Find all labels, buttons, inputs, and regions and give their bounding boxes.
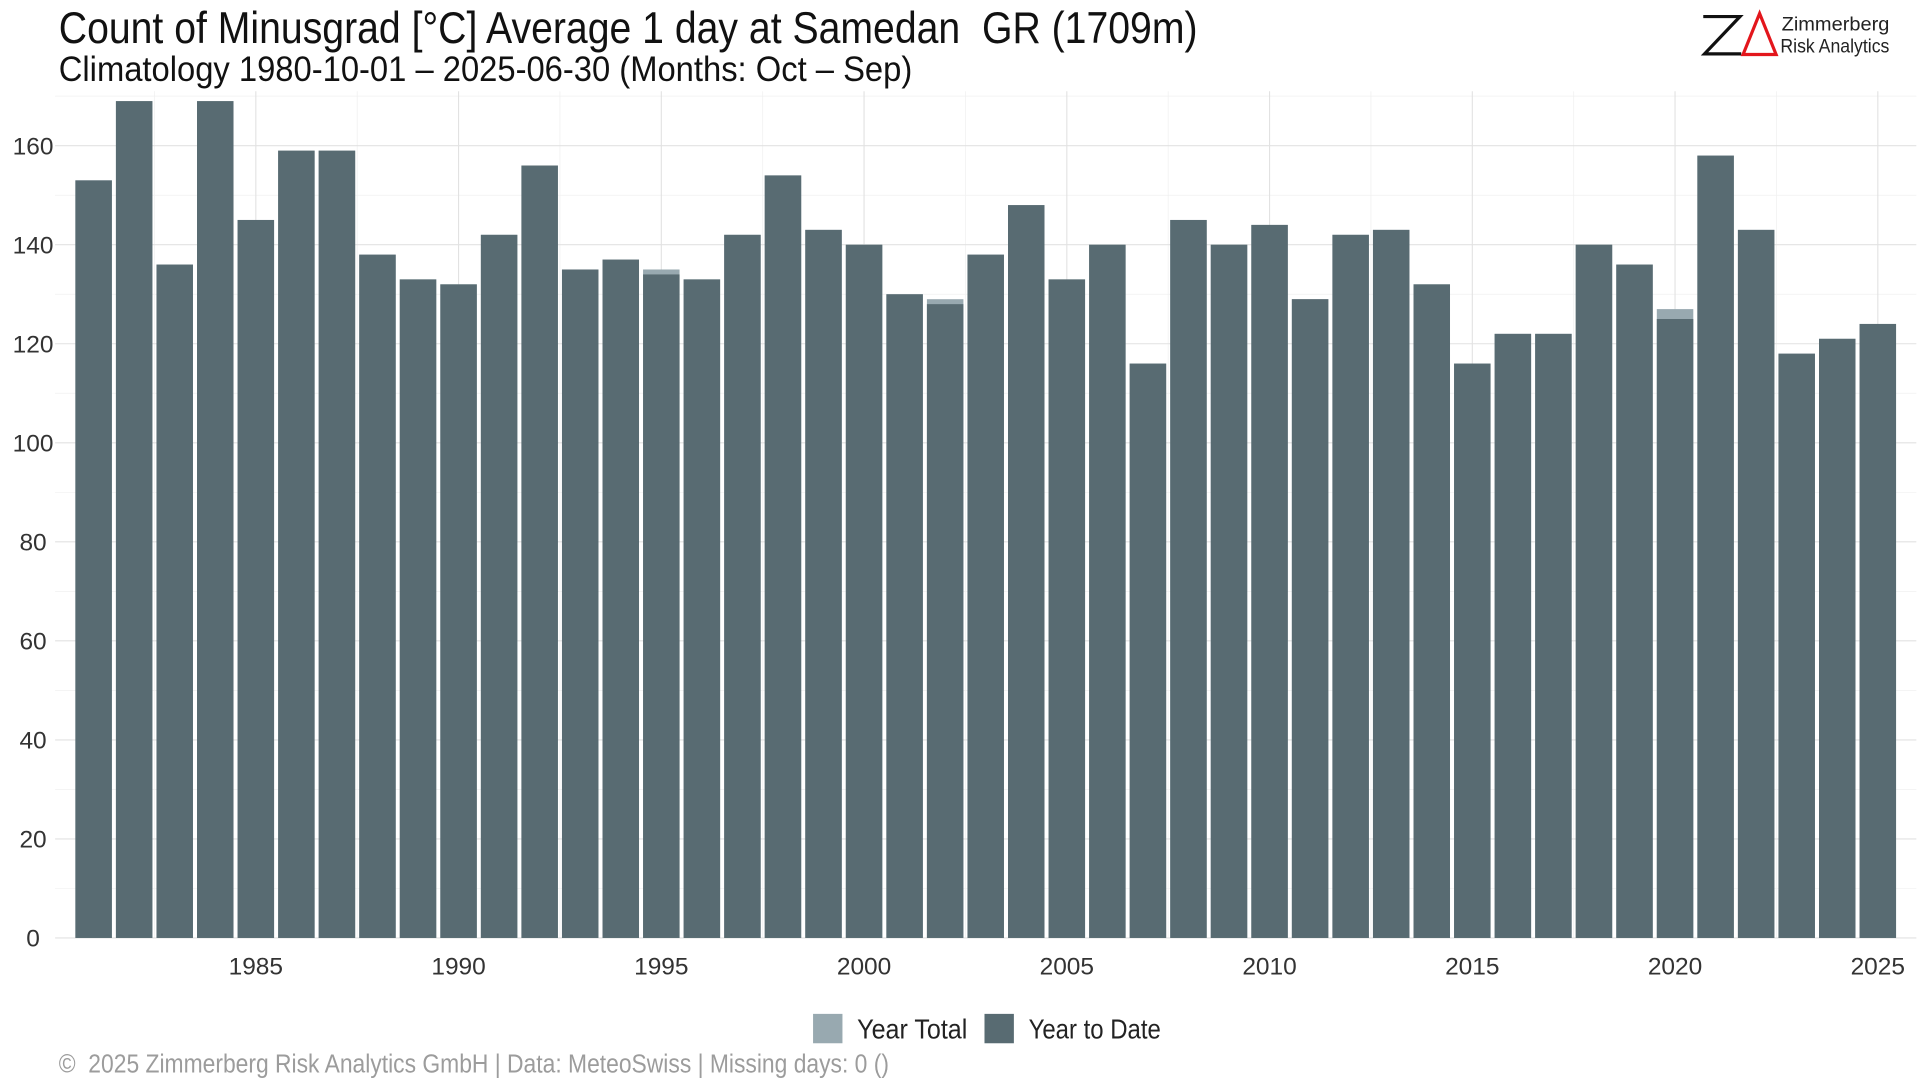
x-tick-label: 1990 — [431, 954, 485, 981]
chart-subtitle: Climatology 1980-10-01 – 2025-06-30 (Mon… — [59, 49, 912, 89]
bar-year-to-date-2015 — [1454, 363, 1491, 938]
bar-year-to-date-1993 — [561, 269, 599, 938]
logo-icon — [1700, 9, 1779, 57]
bar-year-to-date-2025 — [1859, 323, 1897, 938]
legend-label-year-total: Year Total — [857, 1013, 967, 1044]
bar-year-to-date-1995 — [643, 274, 680, 938]
logo-name-line1: Zimmerberg — [1782, 14, 1890, 36]
bar-year-to-date-2007 — [1129, 363, 1167, 938]
bar-year-to-date-2010 — [1251, 224, 1288, 938]
bar-year-to-date-2008 — [1170, 219, 1207, 938]
bar-year-to-date-1992 — [521, 165, 558, 938]
legend-item-year-to-date: Year to Date — [984, 1013, 1161, 1044]
bar-year-to-date-2002 — [926, 304, 964, 938]
bar-series-year-to-date — [75, 101, 1897, 938]
bar-year-to-date-2024 — [1819, 338, 1856, 938]
chart-header: Count of Minusgrad [°C] Average 1 day at… — [59, 4, 1198, 89]
bar-year-to-date-2001 — [886, 294, 923, 938]
y-tick-label: 160 — [13, 133, 54, 160]
y-tick-label: 0 — [26, 926, 40, 953]
bar-year-to-date-2016 — [1494, 333, 1532, 938]
bar-year-to-date-2014 — [1413, 284, 1451, 938]
bar-year-to-date-1999 — [805, 229, 842, 938]
bar-year-to-date-1988 — [359, 254, 396, 938]
logo-delta-triangle — [1740, 9, 1779, 57]
x-tick-label: 2005 — [1040, 954, 1094, 981]
x-tick-label: 2010 — [1242, 954, 1296, 981]
bar-year-to-date-1989 — [399, 279, 437, 938]
bar-year-to-date-2018 — [1575, 244, 1613, 938]
legend-swatch-year-total — [813, 1013, 843, 1044]
bars — [75, 101, 1897, 938]
bar-year-to-date-1985 — [237, 219, 275, 938]
footer-credit: © 2025 Zimmerberg Risk Analytics GmbH | … — [59, 1051, 889, 1079]
bar-year-to-date-2004 — [1008, 205, 1045, 938]
legend-swatch-year-to-date — [984, 1013, 1014, 1044]
bar-year-to-date-2019 — [1616, 264, 1653, 938]
bar-year-to-date-1982 — [115, 101, 153, 938]
bar-year-to-date-2020 — [1656, 319, 1694, 938]
bar-year-to-date-2011 — [1291, 299, 1329, 938]
y-tick-label: 40 — [19, 727, 46, 754]
x-axis-tick-labels: 1985 1990 1995 2000 2005 2010 2015 2020 2025 — [229, 954, 1905, 981]
y-tick-label: 60 — [19, 628, 46, 655]
bar-year-to-date-2000 — [845, 244, 883, 938]
bar-year-to-date-2022 — [1737, 229, 1775, 938]
y-tick-label: 140 — [13, 232, 54, 259]
y-tick-label: 80 — [19, 529, 46, 556]
bar-year-to-date-1990 — [440, 284, 477, 938]
y-tick-label: 20 — [19, 826, 46, 853]
logo-name-line2: Risk Analytics — [1780, 36, 1889, 58]
logo-letter-z — [1700, 14, 1744, 56]
bar-year-to-date-2003 — [967, 254, 1004, 938]
bar-year-to-date-1986 — [278, 150, 315, 938]
bar-year-to-date-1991 — [480, 234, 518, 938]
bar-year-to-date-1997 — [724, 234, 761, 938]
legend-label-year-to-date: Year to Date — [1029, 1013, 1161, 1044]
x-tick-label: 2025 — [1851, 954, 1905, 981]
legend: Year Total Year to Date — [813, 1013, 1161, 1044]
x-tick-label: 2015 — [1445, 954, 1499, 981]
bar-year-to-date-1998 — [764, 175, 802, 938]
bar-year-to-date-2012 — [1332, 234, 1369, 938]
y-axis-tick-labels: 0 20 40 60 80 100 120 140 160 — [13, 133, 54, 952]
x-tick-label: 2000 — [837, 954, 891, 981]
bar-year-to-date-2006 — [1089, 244, 1126, 938]
bar-year-to-date-1981 — [75, 180, 112, 938]
bar-year-to-date-2013 — [1372, 229, 1410, 938]
bar-year-to-date-1994 — [602, 259, 640, 938]
y-tick-label: 100 — [13, 430, 54, 457]
y-tick-label: 120 — [13, 331, 54, 358]
logo: Zimmerberg Risk Analytics — [1700, 9, 1890, 58]
bar-year-to-date-1983 — [156, 264, 193, 938]
x-tick-label: 1995 — [634, 954, 688, 981]
bar-year-to-date-2023 — [1778, 353, 1815, 938]
bar-year-to-date-2009 — [1210, 244, 1248, 938]
legend-item-year-total: Year Total — [813, 1013, 967, 1044]
bar-year-to-date-1984 — [197, 101, 234, 938]
x-tick-label: 2020 — [1648, 954, 1702, 981]
bar-year-to-date-1987 — [318, 150, 356, 938]
bar-year-to-date-2005 — [1048, 279, 1086, 938]
bar-year-to-date-2017 — [1535, 333, 1572, 938]
x-tick-label: 1985 — [229, 954, 283, 981]
bar-year-to-date-1996 — [683, 279, 721, 938]
bar-year-to-date-2021 — [1697, 155, 1734, 938]
chart-title: Count of Minusgrad [°C] Average 1 day at… — [59, 4, 1198, 53]
